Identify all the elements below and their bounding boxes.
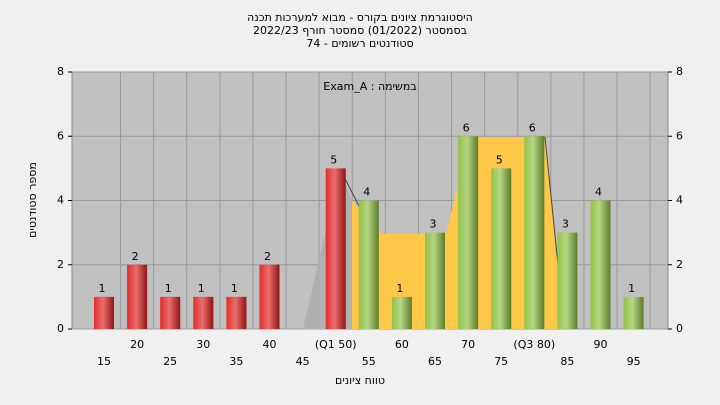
x-tick-label: 20 xyxy=(130,338,144,351)
bar-shade xyxy=(325,168,346,329)
bar-shade xyxy=(391,296,412,329)
bar-shade xyxy=(259,264,280,329)
value-label: 2 xyxy=(264,250,271,263)
y2-tick-label: 6 xyxy=(676,129,683,142)
y2-tick-label: 8 xyxy=(676,65,683,78)
bar-shade xyxy=(358,200,379,329)
y2-tick-label: 2 xyxy=(676,258,683,271)
x-axis-label: טווח ציונים xyxy=(335,374,385,387)
x-tick-label: 90 xyxy=(594,338,608,351)
value-label: 1 xyxy=(165,282,172,295)
value-label: 1 xyxy=(231,282,238,295)
value-label: 1 xyxy=(99,282,106,295)
x-tick-label: 30 xyxy=(196,338,210,351)
value-label: 1 xyxy=(396,282,403,295)
y-tick-label: 8 xyxy=(57,65,64,78)
y-tick-label: 6 xyxy=(57,129,64,142)
bar-shade xyxy=(226,296,247,329)
bar-shade xyxy=(193,296,214,329)
value-label: 6 xyxy=(463,121,470,134)
x-tick-label: 60 xyxy=(395,338,409,351)
bar-shade xyxy=(590,200,611,329)
value-label: 4 xyxy=(363,186,370,199)
x-tick-label: (Q3 80) xyxy=(513,338,555,351)
bar-shade xyxy=(127,264,148,329)
bar-shade xyxy=(557,232,578,329)
value-label: 5 xyxy=(496,153,503,166)
value-label: 3 xyxy=(430,218,437,231)
x-tick-label: 95 xyxy=(627,355,641,368)
value-label: 1 xyxy=(198,282,205,295)
x-tick-label: 25 xyxy=(163,355,177,368)
bar-shade xyxy=(623,296,644,329)
value-label: 2 xyxy=(132,250,139,263)
y2-tick-label: 0 xyxy=(676,322,683,335)
x-tick-label: 45 xyxy=(296,355,310,368)
bar-shade xyxy=(94,296,114,329)
x-tick-label: 40 xyxy=(263,338,277,351)
value-label: 1 xyxy=(628,282,635,295)
x-tick-label: 15 xyxy=(97,355,111,368)
value-label: 3 xyxy=(562,218,569,231)
x-tick-label: 55 xyxy=(362,355,376,368)
bar-shade xyxy=(524,136,545,329)
chart-subtitle: בסמסטר (01/2022) סמסטר חורף 2022/23 xyxy=(253,24,467,37)
x-tick-label: 35 xyxy=(229,355,243,368)
bar-shade xyxy=(425,232,445,329)
x-tick-label: 85 xyxy=(560,355,574,368)
y-tick-label: 2 xyxy=(57,258,64,271)
bar-shade xyxy=(458,136,479,329)
bar-shade xyxy=(491,168,512,329)
chart-subtitle: סטודנטים רשומים - 74 xyxy=(306,37,413,50)
x-tick-label: 65 xyxy=(428,355,442,368)
x-tick-label: (Q1 50) xyxy=(315,338,357,351)
bar-shade xyxy=(160,296,181,329)
y-tick-label: 0 xyxy=(57,322,64,335)
x-tick-label: 70 xyxy=(461,338,475,351)
annotation: Exam_A : במשימה xyxy=(323,80,416,93)
chart-title: היסטוגרמת ציונים בקורס - מבוא למערכות תכ… xyxy=(247,11,473,24)
value-label: 6 xyxy=(529,121,536,134)
y2-tick-label: 4 xyxy=(676,194,683,207)
y-tick-label: 4 xyxy=(57,194,64,207)
y-axis-label: מספר סטודנטים xyxy=(26,162,39,238)
whisker-line xyxy=(544,136,559,266)
value-label: 4 xyxy=(595,186,602,199)
x-tick-label: 75 xyxy=(494,355,508,368)
value-label: 5 xyxy=(330,153,337,166)
